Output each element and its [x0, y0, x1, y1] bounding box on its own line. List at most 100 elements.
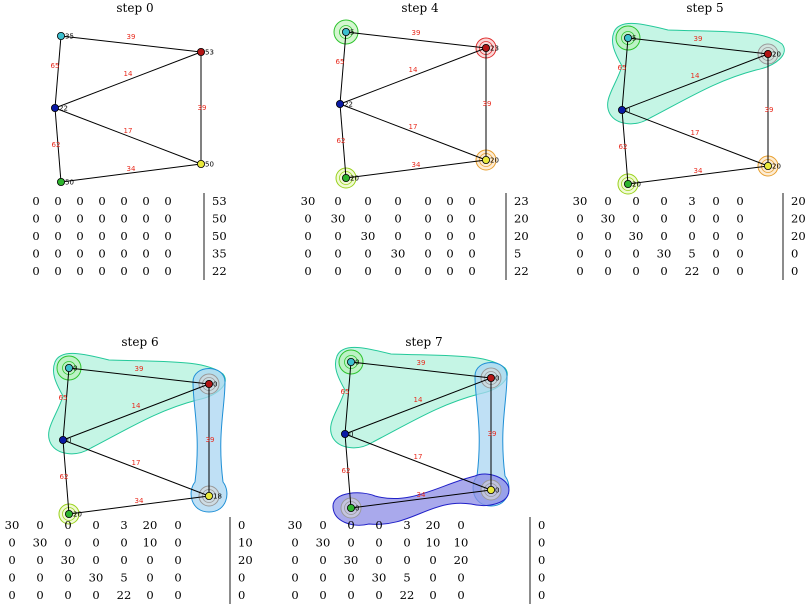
edge: [54, 107, 62, 183]
node-label: 0: [213, 381, 217, 389]
matrix-cell: 0: [319, 553, 326, 567]
matrix-cell: 0: [36, 553, 43, 567]
matrix-cell: 0: [364, 194, 371, 208]
matrix-cell: 0: [164, 194, 171, 208]
edge-label: 14: [691, 72, 700, 80]
matrix-cell: 0: [54, 247, 61, 261]
node-label: 0: [355, 505, 359, 513]
edge: [345, 31, 487, 49]
node-cyan: [57, 32, 66, 41]
matrix-cell: 30: [61, 553, 76, 567]
matrix-cell: 0: [92, 536, 99, 550]
node-blue: [335, 100, 344, 109]
matrix-cell: 22: [685, 264, 700, 278]
node-ring-inner: [62, 507, 76, 521]
matrix-cell: 0: [429, 571, 436, 585]
matrix-cell: 0: [32, 194, 39, 208]
panel-step-0: step 0 39 65 14 39 17 62 34 35 53 22 50 50 0 0 0 0 0 0 0 53 0…: [32, 1, 227, 280]
edge: [621, 109, 769, 167]
matrix-cell: 0: [146, 588, 153, 602]
rhs-value: 0: [238, 588, 245, 602]
edge-label: 14: [124, 70, 133, 78]
node-label: 20: [73, 511, 82, 519]
edge-label: 14: [414, 396, 423, 404]
node-red: [196, 48, 205, 57]
node-green: [346, 503, 355, 512]
matrix-cell: 30: [657, 247, 672, 261]
edge: [62, 439, 70, 515]
edge-label: 62: [619, 143, 628, 151]
matrix-cell: 0: [319, 518, 326, 532]
edge: [350, 361, 492, 379]
matrix-cell: 22: [117, 588, 132, 602]
matrix-cell: 0: [142, 194, 149, 208]
edge-label: 17: [414, 453, 423, 461]
matrix-cell: 0: [291, 571, 298, 585]
edge-label: 62: [52, 141, 61, 149]
node-red: [481, 44, 490, 53]
edge: [62, 439, 210, 497]
rhs-value: 23: [514, 194, 529, 208]
edge-label: 39: [765, 106, 774, 114]
matrix-cell: 0: [604, 194, 611, 208]
node-label: 20: [632, 181, 641, 189]
matrix-cell: 0: [660, 194, 667, 208]
edge-label: 39: [127, 33, 136, 41]
edge-label: 65: [336, 58, 345, 66]
matrix-cell: 0: [736, 194, 743, 208]
matrix-cell: 0: [446, 264, 453, 278]
node-label: 20: [350, 175, 359, 183]
node-green: [624, 179, 633, 188]
matrix-cell: 0: [92, 553, 99, 567]
edge: [60, 163, 202, 183]
matrix-cell: 0: [394, 212, 401, 226]
edge: [344, 433, 352, 509]
matrix-cell: 0: [424, 229, 431, 243]
matrix-cell: 0: [36, 588, 43, 602]
matrix-cell: 0: [64, 536, 71, 550]
edge-label: 39: [206, 436, 215, 444]
node-label: 0: [495, 375, 499, 383]
rhs-value: 50: [212, 212, 227, 226]
matrix-cell: 22: [400, 588, 415, 602]
matrix-cell: 0: [632, 212, 639, 226]
matrix-cell: 0: [468, 194, 475, 208]
matrix-cell: 30: [344, 553, 359, 567]
node-label: 0: [495, 487, 499, 495]
matrix-cell: 30: [301, 194, 316, 208]
matrix-cell: 0: [8, 571, 15, 585]
matrix-cell: 0: [736, 212, 743, 226]
matrix-cell: 0: [364, 247, 371, 261]
node-label: 0: [73, 365, 77, 373]
matrix-cell: 0: [291, 553, 298, 567]
matrix-cell: 0: [36, 571, 43, 585]
matrix-cell: 0: [457, 571, 464, 585]
matrix-cell: 0: [76, 212, 83, 226]
matrix-cell: 0: [64, 588, 71, 602]
matrix-cell: 20: [426, 518, 441, 532]
rhs-value: 50: [212, 229, 227, 243]
matrix-cell: 30: [361, 229, 376, 243]
rhs-value: 20: [791, 194, 806, 208]
node-label: 18: [213, 493, 222, 501]
matrix-cell: 0: [32, 229, 39, 243]
matrix-cell: 0: [576, 264, 583, 278]
edge: [344, 361, 352, 435]
matrix-cell: 0: [164, 212, 171, 226]
edge: [350, 489, 492, 509]
matrix-cell: 0: [334, 264, 341, 278]
matrix-cell: 0: [164, 264, 171, 278]
rhs-value: 20: [238, 553, 253, 567]
node-cyan: [341, 27, 350, 36]
matrix-cell: 0: [712, 229, 719, 243]
matrix-cell: 0: [424, 264, 431, 278]
matrix-cell: 0: [712, 264, 719, 278]
rhs-value: 0: [538, 588, 545, 602]
node-cyan: [624, 34, 633, 43]
rhs-value: 22: [212, 264, 227, 278]
matrix-cell: 0: [446, 212, 453, 226]
matrix-cell: 0: [347, 536, 354, 550]
rhs-value: 0: [238, 571, 245, 585]
